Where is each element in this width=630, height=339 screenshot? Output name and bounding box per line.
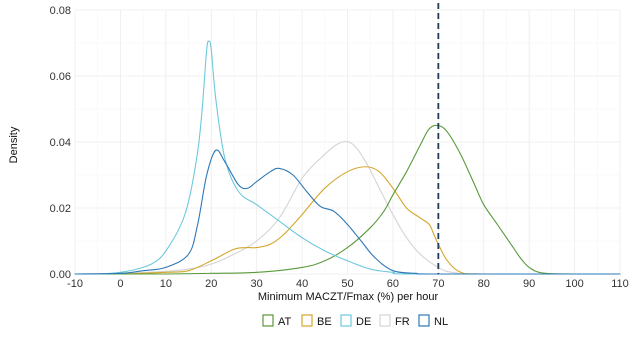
x-tick-label: 80 bbox=[478, 278, 490, 290]
legend-item-nl: NL bbox=[418, 314, 448, 328]
series-line-be bbox=[74, 166, 621, 275]
legend-item-de: DE bbox=[340, 314, 371, 328]
legend-key bbox=[262, 314, 274, 327]
legend-key bbox=[301, 314, 313, 327]
x-tick-label: 100 bbox=[565, 278, 583, 290]
y-axis-ticks: 0.00 0.02 0.04 0.06 0.08 bbox=[50, 5, 71, 281]
y-tick-label: 0.00 bbox=[50, 269, 71, 281]
legend-item-fr: FR bbox=[379, 314, 410, 328]
y-tick-label: 0.06 bbox=[50, 71, 71, 83]
grid-lines bbox=[74, 9, 621, 275]
y-tick-label: 0.02 bbox=[50, 203, 71, 215]
legend-key bbox=[379, 314, 391, 327]
legend: AT BE DE FR NL bbox=[262, 314, 448, 328]
x-axis-ticks: -10 0 10 20 30 40 50 60 70 80 90 100 110 bbox=[67, 278, 629, 290]
x-tick-label: 30 bbox=[251, 278, 263, 290]
x-tick-label: 60 bbox=[387, 278, 399, 290]
legend-item-be: BE bbox=[301, 314, 332, 328]
x-tick-label: 0 bbox=[117, 278, 123, 290]
legend-label: FR bbox=[395, 316, 410, 328]
x-tick-label: 20 bbox=[205, 278, 217, 290]
x-tick-label: 50 bbox=[341, 278, 353, 290]
y-tick-label: 0.04 bbox=[50, 137, 71, 149]
x-tick-label: 10 bbox=[160, 278, 172, 290]
legend-label: DE bbox=[356, 316, 371, 328]
x-tick-label: 90 bbox=[523, 278, 535, 290]
legend-label: AT bbox=[278, 316, 292, 328]
legend-item-at: AT bbox=[262, 314, 292, 328]
y-tick-label: 0.08 bbox=[50, 5, 71, 17]
x-tick-label: -10 bbox=[67, 278, 83, 290]
x-tick-label: 110 bbox=[611, 278, 629, 290]
series-line-nl bbox=[74, 149, 621, 275]
x-tick-label: 40 bbox=[296, 278, 308, 290]
x-axis-title: Minimum MACZT/Fmax (%) per hour bbox=[258, 291, 439, 303]
legend-label: BE bbox=[317, 316, 332, 328]
legend-key bbox=[418, 314, 430, 327]
legend-key bbox=[340, 314, 352, 327]
y-axis-title: Density bbox=[8, 126, 20, 163]
series-line-de bbox=[74, 40, 621, 275]
legend-label: NL bbox=[434, 316, 448, 328]
series-line-at bbox=[74, 124, 621, 275]
x-tick-label: 70 bbox=[432, 278, 444, 290]
